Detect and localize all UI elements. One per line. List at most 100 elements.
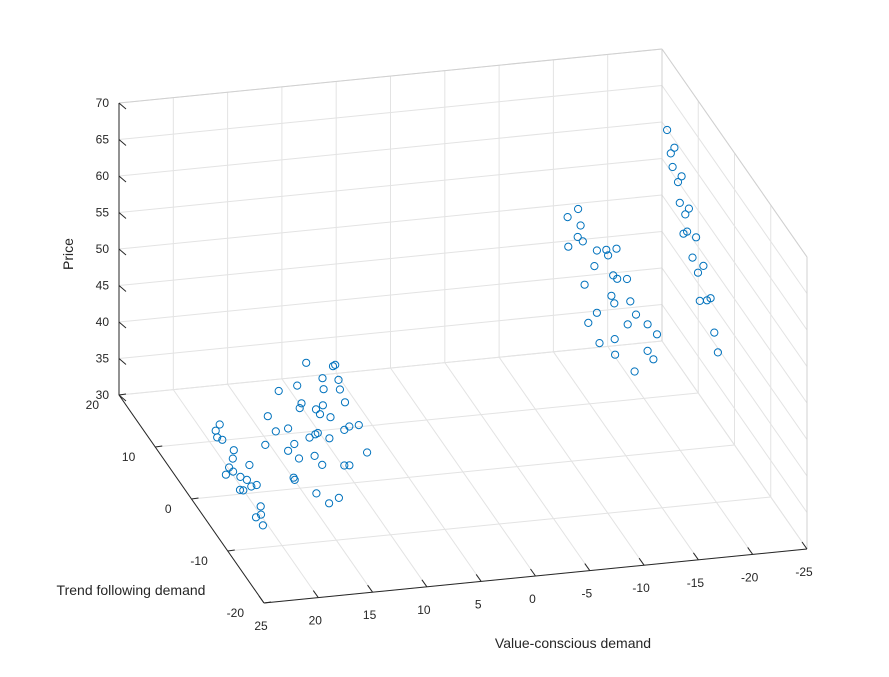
z-tick-label: 30 xyxy=(96,388,110,402)
data-point xyxy=(345,461,354,470)
data-point xyxy=(218,435,227,444)
y-tick-label: 10 xyxy=(122,450,136,464)
data-point xyxy=(584,318,593,327)
data-point xyxy=(563,213,572,222)
x-axis-label: Value-conscious demand xyxy=(495,635,651,651)
data-point xyxy=(576,221,585,230)
z-tick-label: 40 xyxy=(96,315,110,329)
x-tick-mark xyxy=(258,595,265,604)
z-tick-label: 65 xyxy=(96,133,110,147)
data-point xyxy=(684,204,694,213)
data-point xyxy=(695,296,704,305)
grid-line xyxy=(661,85,808,294)
data-point xyxy=(668,162,677,172)
data-point xyxy=(702,296,712,305)
z-tick-label: 55 xyxy=(96,206,110,220)
x-tick-mark xyxy=(367,584,374,593)
data-point xyxy=(592,308,602,317)
data-point xyxy=(573,232,582,242)
data-point xyxy=(643,346,652,355)
data-point xyxy=(602,245,611,254)
data-point xyxy=(612,244,621,253)
data-point xyxy=(610,299,619,308)
axes-box xyxy=(118,48,808,604)
data-point xyxy=(228,454,237,463)
data-point xyxy=(290,439,299,449)
x-axis-ticks: 25 20 15 10 5 0 -5 -10 -15 -20 -25 xyxy=(254,541,813,633)
data-point xyxy=(318,374,327,383)
x-tick-mark xyxy=(421,579,428,588)
data-point xyxy=(284,446,293,455)
grid-line xyxy=(661,267,808,477)
data-point xyxy=(315,410,325,419)
grid-line xyxy=(661,158,808,367)
data-point xyxy=(623,320,632,329)
y-tick-label: -10 xyxy=(190,554,208,568)
data-point xyxy=(630,367,639,376)
data-point xyxy=(713,348,723,357)
z-tick-mark xyxy=(118,394,127,402)
z-tick-label: 50 xyxy=(96,242,110,256)
data-point xyxy=(679,229,688,238)
data-point xyxy=(239,486,248,495)
data-point xyxy=(643,320,652,329)
y-tick-label: -20 xyxy=(227,606,245,620)
data-point xyxy=(310,451,319,460)
y-axis-ticks: 20 10 0 -10 -20 xyxy=(86,393,272,620)
data-point xyxy=(331,360,340,369)
grid-line xyxy=(118,267,663,323)
data-point xyxy=(293,381,302,390)
data-point xyxy=(295,404,304,413)
data-point xyxy=(595,339,604,348)
data-point xyxy=(631,310,641,319)
z-tick-label: 60 xyxy=(96,169,110,183)
x-tick-label: -25 xyxy=(795,565,813,579)
grid-line xyxy=(661,194,808,404)
data-point xyxy=(311,405,321,414)
data-point xyxy=(312,489,321,498)
data-point xyxy=(663,125,672,135)
grid-line xyxy=(118,85,663,140)
data-point xyxy=(245,460,254,470)
data-point xyxy=(221,470,230,479)
x-tick-label: -5 xyxy=(581,587,592,601)
grid-line xyxy=(661,304,808,513)
data-point xyxy=(710,328,719,337)
box-edge xyxy=(118,48,663,104)
data-point xyxy=(610,335,619,344)
x-tick-mark xyxy=(530,568,536,577)
data-point xyxy=(675,198,684,207)
grid-line xyxy=(118,304,663,359)
data-point xyxy=(580,280,589,289)
x-tick-label: 10 xyxy=(417,603,431,617)
data-point xyxy=(289,473,298,482)
data-point xyxy=(319,385,328,394)
data-point xyxy=(604,251,613,260)
y-tick-mark xyxy=(227,549,235,552)
z-tick-label: 45 xyxy=(96,279,110,293)
x-tick-mark xyxy=(692,552,699,561)
grid-line xyxy=(155,392,699,448)
data-point xyxy=(592,246,602,255)
data-point xyxy=(284,424,293,433)
grid-line xyxy=(118,121,663,177)
data-point xyxy=(692,233,701,242)
data-point xyxy=(297,399,306,408)
y-tick-label: 20 xyxy=(86,398,100,412)
y-tick-label: 0 xyxy=(165,502,172,516)
data-point xyxy=(235,485,245,494)
z-tick-mark xyxy=(118,358,127,365)
z-tick-mark xyxy=(118,175,127,183)
x-tick-mark xyxy=(747,547,754,555)
data-point xyxy=(326,413,335,422)
z-tick-mark xyxy=(118,321,127,329)
grid-line xyxy=(118,231,663,286)
data-point xyxy=(256,510,266,519)
grid-line xyxy=(191,444,735,500)
grid-line xyxy=(661,231,808,440)
data-point xyxy=(340,425,349,434)
x-tick-mark xyxy=(312,590,319,598)
grid-line xyxy=(227,496,771,552)
data-point xyxy=(236,472,245,481)
